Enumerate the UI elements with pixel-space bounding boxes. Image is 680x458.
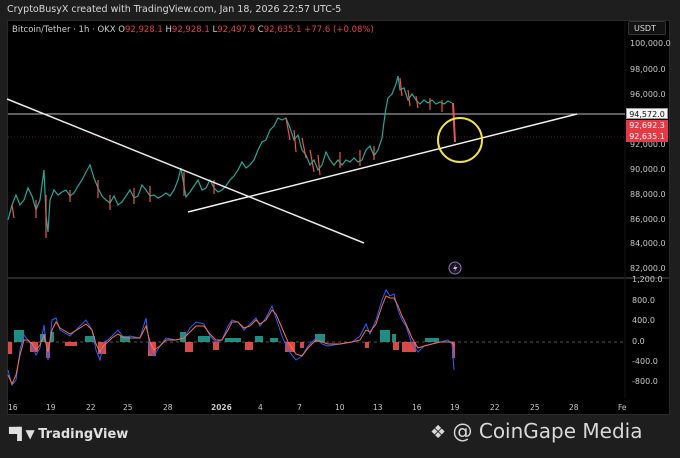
time-axis-label: 22: [490, 403, 500, 412]
high-value: 92,928.1: [171, 25, 210, 35]
low-value: 92,497.9: [217, 25, 256, 35]
horizontal-line-price-tag: 94,572.0: [626, 108, 668, 119]
indicator-axis-label: 400.0: [632, 316, 655, 325]
price-axis-label: 84,000.0: [630, 239, 666, 248]
current-price-tag: 92,635.1: [626, 131, 668, 142]
indicator-axis-label: -400.0: [632, 357, 658, 366]
time-axis-label: 4: [258, 403, 263, 412]
time-axis-label: 7: [297, 403, 302, 412]
time-axis-label: 28: [569, 403, 579, 412]
time-axis-label: 22: [86, 403, 96, 412]
price-axis-label: 96,000.0: [630, 90, 666, 99]
price-tag-red: 92,692.3: [626, 120, 668, 131]
time-axis-label: 13: [373, 403, 383, 412]
time-axis-label: Fe: [618, 403, 627, 412]
coingape-diamond-icon: ❖: [430, 422, 447, 443]
time-axis-label: 25: [123, 403, 133, 412]
time-axis-label: 28: [163, 403, 173, 412]
lightning-icon: [448, 261, 462, 275]
time-axis-label: 2026: [211, 403, 232, 412]
indicator-axis-label: -800.0: [632, 377, 658, 386]
tradingview-logo: ▀▌▼ TradingView: [9, 427, 129, 442]
tradingview-icon: ▀▌▼: [9, 427, 35, 441]
change-value: +77.6 (+0.08%): [304, 25, 374, 35]
symbol-legend: Bitcoin/Tether · 1h · OKX O92,928.1 H92,…: [12, 25, 374, 35]
time-axis-label: 16: [8, 403, 18, 412]
price-axis-label: 86,000.0: [630, 215, 666, 224]
time-axis-label: 19: [46, 403, 56, 412]
symbol-name: Bitcoin/Tether · 1h · OKX: [12, 25, 116, 35]
indicator-axis-label: 0.0: [632, 337, 645, 346]
highlight-circle: [437, 117, 483, 163]
indicator-axis-label: 1,200.0: [632, 275, 663, 284]
price-axis-label: 82,000.0: [630, 264, 666, 273]
close-value: 92,635.1: [263, 25, 302, 35]
macd-indicator: [7, 288, 625, 387]
open-value: 92,928.1: [124, 25, 163, 35]
ascending-trendline: [187, 113, 578, 213]
coingape-watermark: ❖ @ CoinGape Media: [430, 419, 643, 443]
indicator-axis-label: 800.0: [632, 296, 655, 305]
descending-trendline: [6, 98, 365, 244]
price-axis-label: 100,000.0: [630, 39, 671, 48]
price-candles: [7, 75, 456, 238]
price-axis-label: 98,000.0: [630, 65, 666, 74]
time-axis-label: 25: [530, 403, 540, 412]
price-axis-label: 88,000.0: [630, 190, 666, 199]
currency-button[interactable]: USDT: [628, 21, 666, 35]
chart-credit: CryptoBusyX created with TradingView.com…: [7, 4, 342, 15]
time-axis-label: 16: [412, 403, 422, 412]
time-axis-label: 19: [450, 403, 460, 412]
time-axis-label: 10: [335, 403, 345, 412]
price-axis-label: 92,000.0: [630, 140, 666, 149]
chart-frame[interactable]: [7, 20, 670, 415]
price-axis-label: 90,000.0: [630, 165, 666, 174]
